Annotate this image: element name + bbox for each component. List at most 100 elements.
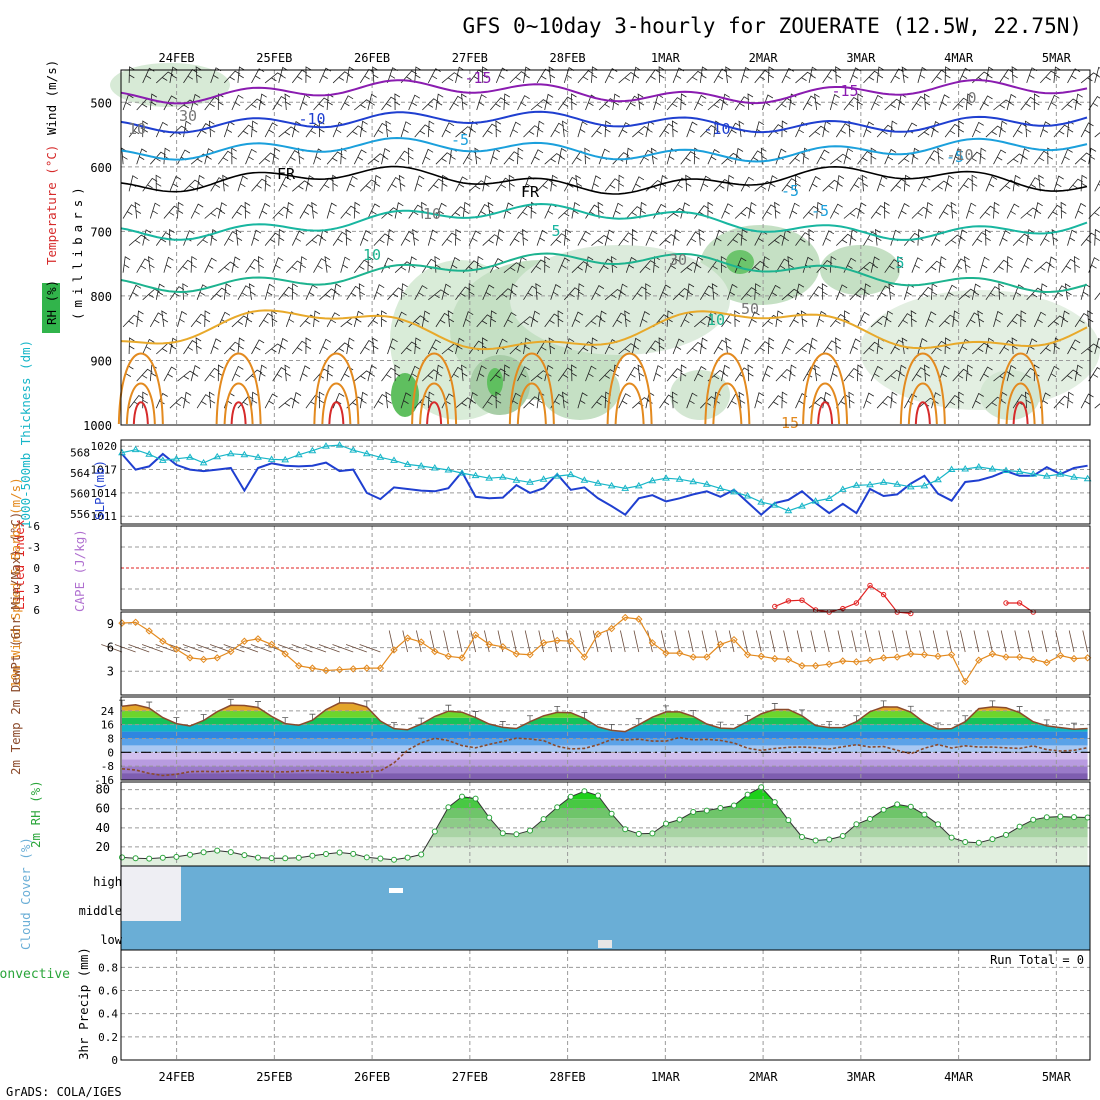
wind-barb — [577, 70, 594, 84]
wind-barb — [843, 148, 854, 165]
rh-marker — [935, 821, 941, 828]
wind-barb-10m — [660, 630, 667, 653]
wind-barb-10m — [783, 630, 789, 653]
wind-barb-10m — [511, 630, 517, 653]
wind-barb — [208, 120, 216, 138]
temp-band — [122, 745, 1088, 753]
minmax-whisker — [744, 714, 751, 722]
wind-barb — [487, 201, 495, 219]
wind-speed-marker — [825, 660, 833, 668]
wind-barb — [890, 229, 901, 246]
wind-barb — [251, 339, 265, 355]
wind-barb — [748, 202, 757, 219]
wind-barb — [150, 151, 167, 165]
wind-barb — [604, 178, 621, 192]
wind-barb — [1094, 66, 1100, 83]
wind-barb — [658, 337, 665, 355]
wind-barb — [482, 284, 495, 300]
isotherm-minus5 — [120, 136, 1088, 163]
minmax-whisker — [799, 709, 805, 716]
wind-barb — [563, 228, 572, 246]
rh-marker — [554, 804, 561, 811]
wind-barb — [204, 310, 211, 327]
isotherm-25 — [419, 382, 450, 425]
wind-barb — [258, 93, 267, 111]
wind-barb-10m — [470, 630, 476, 653]
y-tick-label-left: 556 — [70, 508, 90, 521]
wind-barb — [536, 120, 545, 138]
wind-barb — [1038, 174, 1045, 192]
wind-speed-marker — [988, 650, 997, 658]
wind-barb — [944, 394, 961, 409]
wind-barb — [427, 229, 438, 246]
wind-barb — [462, 311, 474, 328]
isotherm-25 — [712, 382, 743, 425]
isotherm-20 — [802, 352, 849, 425]
wind-barb — [754, 69, 771, 84]
y-tick-label: 0.2 — [98, 1031, 118, 1044]
wind-barb — [381, 367, 397, 382]
wind-barb — [530, 259, 547, 273]
thickness-marker — [798, 502, 806, 509]
wind-barb — [671, 391, 679, 409]
wind-barb — [944, 284, 958, 300]
isotherm-30 — [426, 401, 443, 425]
wind-barb — [829, 203, 843, 219]
wind-barb — [272, 95, 287, 111]
wind-barb — [414, 175, 425, 192]
wind-barb — [781, 178, 797, 192]
wind-barb — [264, 283, 275, 300]
y-tick-label: 80 — [96, 783, 110, 797]
wind-barb — [319, 229, 328, 246]
wind-barb — [523, 66, 532, 83]
wind-barb — [639, 260, 656, 273]
minmax-whisker — [962, 715, 969, 722]
wind-barb — [1080, 174, 1088, 192]
contour-label: 5 — [551, 222, 560, 240]
wind-barb — [169, 286, 185, 301]
thickness-marker — [743, 492, 752, 499]
wind-speed-marker — [675, 649, 684, 657]
minmax-whisker — [608, 723, 615, 731]
wind-barb-10m — [524, 630, 531, 653]
wind-barb — [136, 148, 148, 165]
panel-series: -15-15-10-10-5-5-5-5FRFR5510101530301010… — [101, 66, 1100, 863]
rh-marker — [391, 856, 397, 863]
wind-barb — [958, 391, 965, 409]
wind-barb — [557, 257, 570, 273]
rh-marker — [323, 850, 329, 857]
wind-barb-10m — [209, 644, 231, 653]
cloud-level-label: high — [93, 875, 122, 889]
wind-barb — [637, 364, 645, 382]
wind-barb — [808, 66, 818, 83]
rh-marker — [1003, 831, 1009, 838]
wind-barb — [449, 95, 464, 111]
ylabel-slp: SLP (mb) — [92, 460, 107, 520]
thickness-marker — [1029, 470, 1038, 477]
wind-barb — [971, 174, 978, 192]
wind-barb — [618, 393, 631, 409]
wind-barb — [944, 123, 961, 138]
y-tick-label: 0.8 — [98, 961, 118, 974]
wind-barb — [190, 313, 207, 328]
wind-barb — [318, 120, 325, 138]
wind-barb — [843, 310, 850, 327]
wind-barb — [985, 337, 995, 355]
wind-barb — [414, 337, 422, 355]
wind-barb — [767, 284, 781, 300]
wind-barb — [754, 392, 765, 409]
wind-speed-marker — [213, 654, 221, 662]
wind-barb — [808, 337, 818, 355]
wind-barb — [680, 151, 696, 165]
rh-marker — [146, 855, 153, 862]
wind-barb — [924, 93, 931, 111]
wind-barb — [1006, 256, 1014, 273]
wind-barb — [829, 313, 846, 328]
wind-barb — [727, 283, 738, 300]
wind-barb — [577, 283, 585, 300]
y-tick-label: 9 — [107, 617, 114, 631]
wind-speed-marker — [186, 654, 194, 662]
minmax-whisker — [690, 709, 697, 717]
y-tick-label: 24 — [101, 705, 115, 718]
wind-barb — [544, 255, 551, 273]
